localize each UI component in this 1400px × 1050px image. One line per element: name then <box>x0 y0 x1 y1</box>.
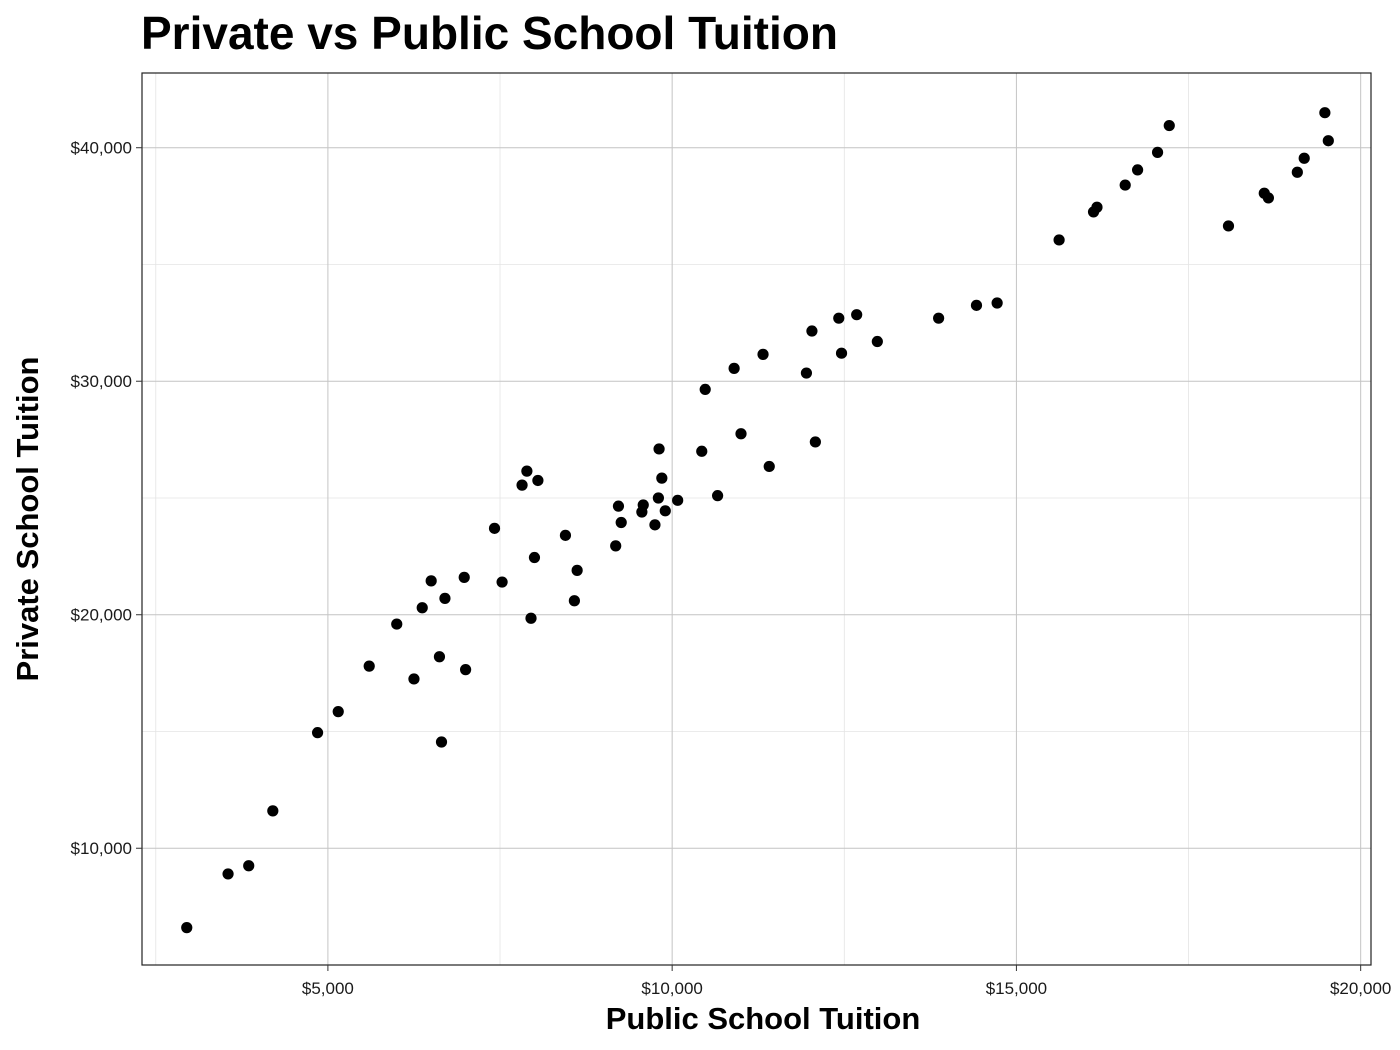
data-point <box>809 436 821 448</box>
data-point <box>1091 201 1103 213</box>
data-point <box>728 362 740 374</box>
y-axis: $10,000 $20,000 $30,000 $40,000 <box>71 139 142 858</box>
data-point <box>610 540 622 552</box>
data-point <box>696 445 708 457</box>
data-point <box>970 299 983 311</box>
data-point <box>800 367 813 379</box>
x-tick-label: $10,000 <box>641 979 702 998</box>
data-point <box>222 868 234 880</box>
data-point <box>311 727 324 739</box>
data-point <box>699 383 711 396</box>
data-point <box>571 564 583 576</box>
data-point <box>653 443 665 455</box>
data-point <box>391 618 403 630</box>
x-axis-title: Public School Tuition <box>606 1001 921 1036</box>
data-point <box>425 575 437 587</box>
x-tick-label: $5,000 <box>302 979 354 998</box>
data-point <box>1319 107 1331 119</box>
data-point <box>1222 220 1235 232</box>
data-point <box>532 474 544 487</box>
data-point <box>833 312 845 324</box>
y-tick-label: $40,000 <box>71 139 132 158</box>
data-point <box>1119 179 1131 191</box>
data-point <box>433 651 446 663</box>
data-point <box>460 664 472 676</box>
data-point <box>1053 234 1065 246</box>
data-point <box>871 335 883 348</box>
data-point <box>1322 135 1334 147</box>
data-point <box>851 309 863 321</box>
data-point <box>516 479 528 491</box>
data-point <box>735 428 747 440</box>
data-point <box>1298 152 1310 164</box>
y-axis-title: Private School Tuition <box>10 357 45 682</box>
data-point <box>933 312 945 324</box>
data-point <box>408 673 420 685</box>
data-point <box>181 922 193 934</box>
data-point <box>521 465 533 477</box>
data-point <box>243 860 255 872</box>
data-point <box>991 297 1003 309</box>
data-point <box>763 460 775 473</box>
y-tick-label: $30,000 <box>71 372 132 391</box>
plot-panel-border <box>141 72 1372 966</box>
data-point <box>528 551 541 564</box>
chart-title: Private vs Public School Tuition <box>141 7 838 59</box>
data-point <box>1163 119 1175 132</box>
data-point <box>439 592 451 604</box>
data-point <box>1131 164 1144 176</box>
data-point <box>525 612 537 624</box>
data-point <box>1151 146 1164 158</box>
y-tick-label: $20,000 <box>71 606 132 625</box>
data-point <box>496 576 508 588</box>
grid <box>142 73 1371 965</box>
data-point <box>267 805 279 817</box>
x-tick-label: $20,000 <box>1330 979 1391 998</box>
data-point <box>488 522 501 534</box>
data-point <box>656 472 668 484</box>
data-point <box>637 499 649 511</box>
data-point <box>416 602 428 614</box>
x-axis: $5,000 $10,000 $15,000 $20,000 <box>302 965 1391 998</box>
data-point <box>1262 192 1275 204</box>
data-point <box>652 492 664 504</box>
data-point <box>363 660 375 672</box>
y-tick-label: $10,000 <box>71 839 132 858</box>
data-point <box>332 706 344 718</box>
data-point <box>612 500 625 512</box>
x-tick-label: $15,000 <box>986 979 1047 998</box>
data-point <box>711 490 724 502</box>
data-point <box>568 595 580 607</box>
data-point <box>559 529 572 541</box>
data-point <box>1291 166 1303 178</box>
points-layer <box>181 107 1334 934</box>
data-point <box>458 571 470 583</box>
data-point <box>649 519 661 531</box>
data-point <box>806 325 818 337</box>
data-point <box>835 347 848 359</box>
data-point <box>659 505 671 517</box>
data-point <box>435 736 448 748</box>
data-point <box>672 494 684 506</box>
data-point <box>757 348 769 360</box>
data-point <box>615 516 627 529</box>
